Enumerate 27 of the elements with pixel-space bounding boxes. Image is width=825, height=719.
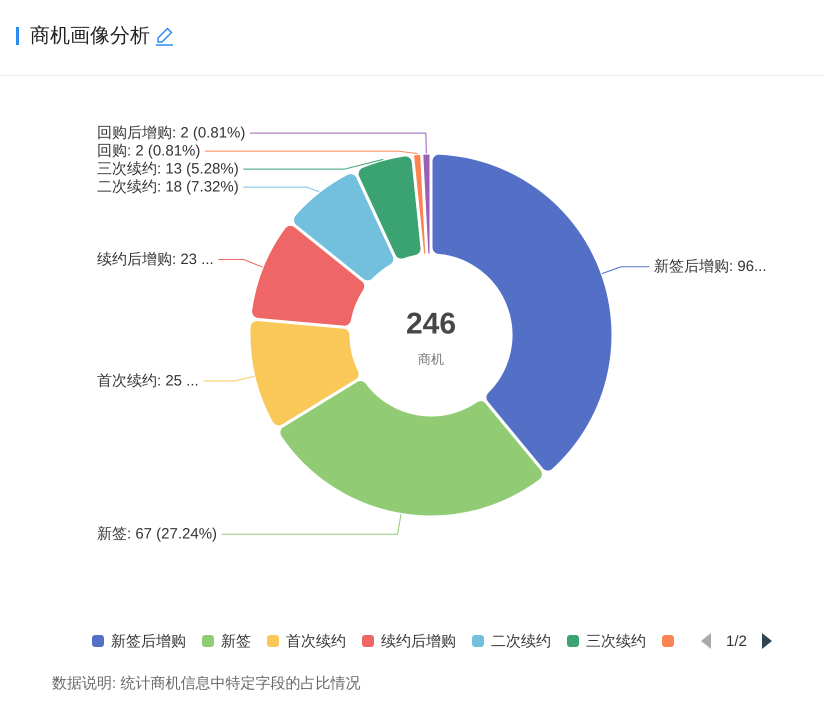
slice-label: 二次续约 bbox=[97, 178, 157, 196]
slice-label: 三次续约 bbox=[97, 160, 157, 178]
text: 1/2 bbox=[726, 632, 747, 650]
text: 数据说明: 统计商机信息中特定字段的占比情况 bbox=[52, 674, 360, 694]
legend-label: 二次续约 bbox=[491, 632, 551, 650]
data-label: : 2 (0.81%) bbox=[172, 124, 246, 142]
legend-label: 三次续约 bbox=[586, 632, 646, 650]
slice-label: 回购 bbox=[97, 142, 127, 160]
slice-label: 续约后增购 bbox=[97, 250, 172, 268]
slice-label: 首次续约 bbox=[97, 372, 157, 390]
data-label: : 25 ... bbox=[157, 372, 199, 390]
text: 246 bbox=[406, 308, 456, 340]
slice-label: 新签后增购 bbox=[654, 258, 729, 276]
legend-label: 首次续约 bbox=[286, 632, 346, 650]
legend-label: 新签后增购 bbox=[111, 632, 186, 650]
data-label: : 18 (7.32%) bbox=[157, 178, 239, 196]
data-label: : 67 (27.24%) bbox=[127, 526, 218, 543]
text: 商机 bbox=[418, 352, 444, 366]
data-label: : 13 (5.28%) bbox=[157, 160, 239, 178]
data-label: : 96... bbox=[729, 258, 767, 276]
data-label: : 2 (0.81%) bbox=[127, 142, 200, 160]
legend-label: 续约后增购 bbox=[381, 632, 456, 650]
slice-label: 回购后增购 bbox=[97, 124, 172, 142]
legend-label: 新签 bbox=[221, 632, 251, 650]
slice-label: 新签 bbox=[97, 526, 127, 543]
data-label: : 23 ... bbox=[172, 250, 214, 268]
chart-title: 商机画像分析 bbox=[30, 24, 150, 49]
